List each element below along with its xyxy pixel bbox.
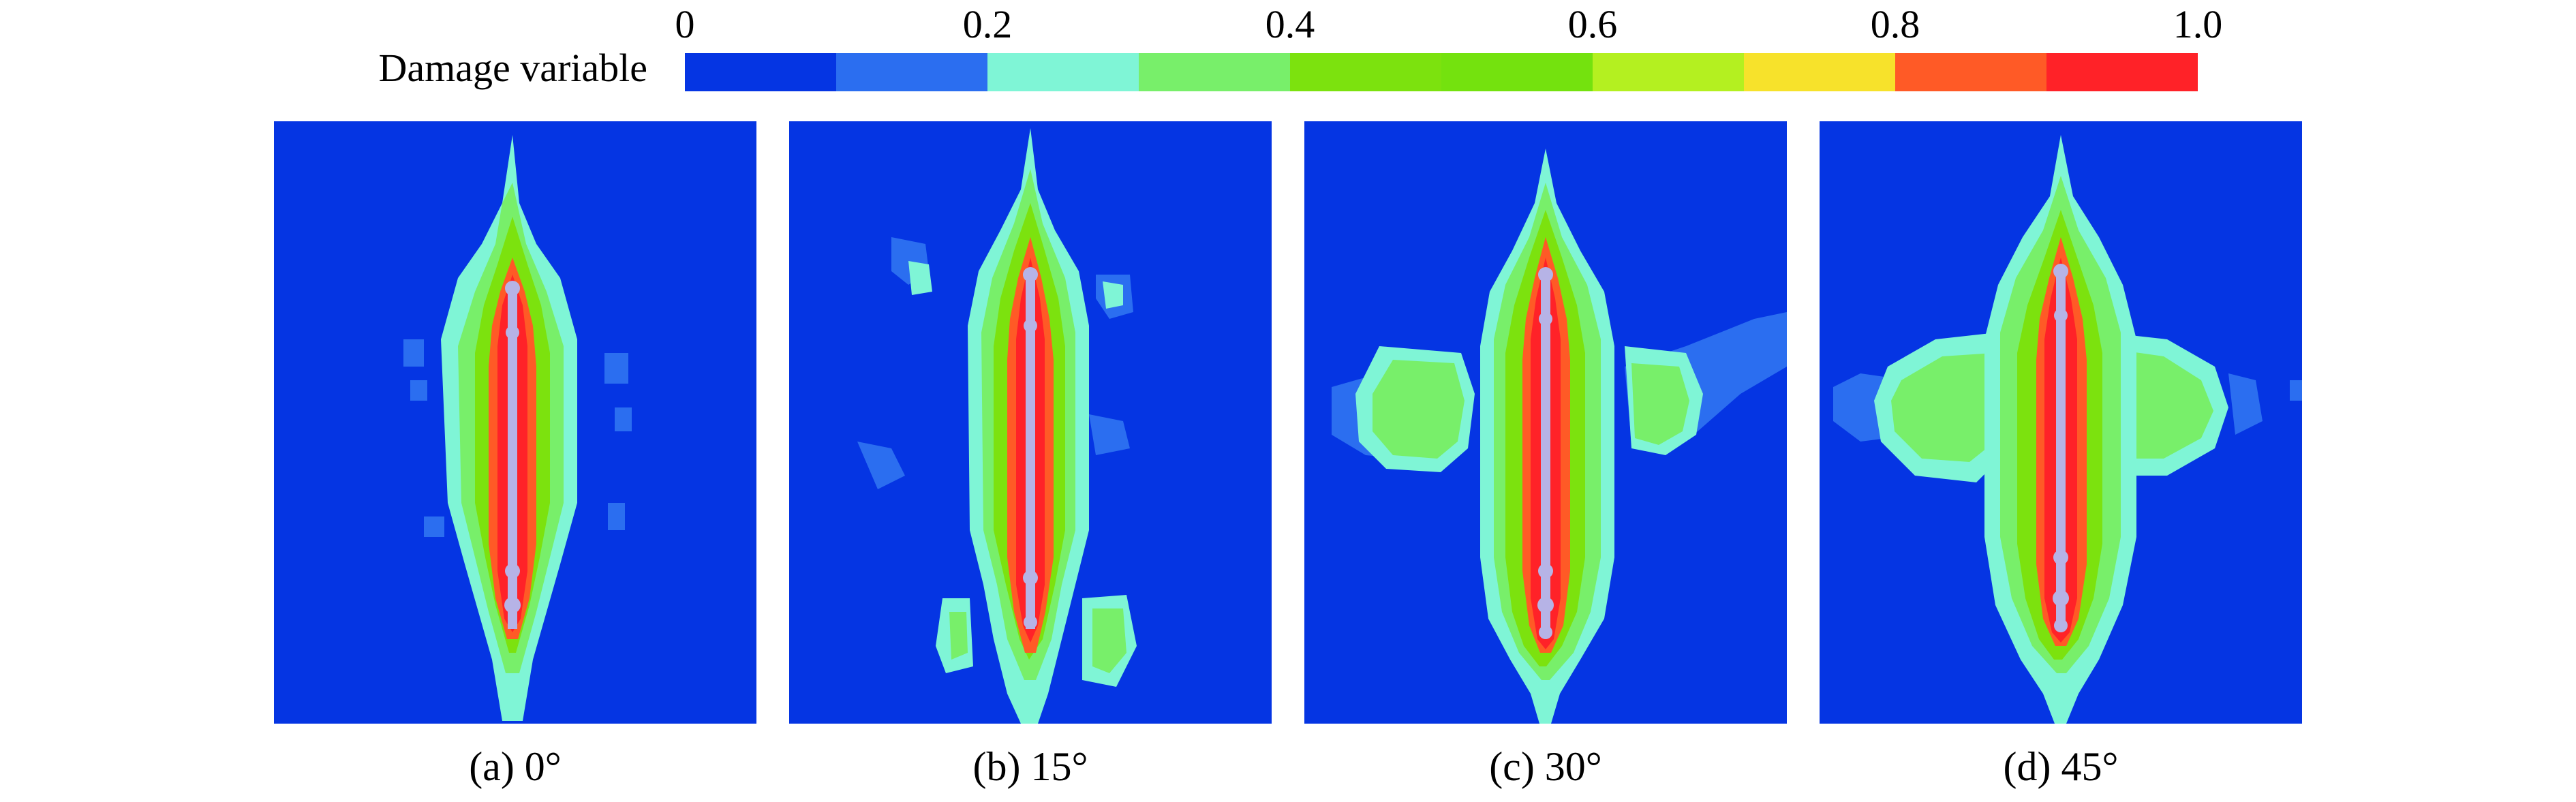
colorbar-tick-label: 0.6 [1567, 2, 1618, 46]
colorbar-tick-label: 1.0 [2173, 2, 2223, 46]
colorbar-tick-label: 0.2 [962, 2, 1013, 46]
colorbar-segment [2046, 53, 2198, 91]
crack-line [2053, 264, 2069, 632]
damage-map-15deg [789, 121, 1272, 724]
colorbar-segment [1139, 53, 1290, 91]
scattered-damage-patches [403, 339, 632, 537]
colorbar-segment [1593, 53, 1744, 91]
panel-caption-a: (a) 0° [469, 744, 562, 789]
crack-line [1537, 267, 1554, 639]
damage-map-0deg [274, 121, 756, 724]
colorbar-segment [1290, 53, 1441, 91]
colorbar-tick-label: 0 [675, 2, 695, 46]
colorbar-segment [1744, 53, 1895, 91]
colorbar-tick-label: 0.8 [1870, 2, 1920, 46]
colorbar-segment [1895, 53, 2046, 91]
colorbar-segment [987, 53, 1139, 91]
panel-caption-c: (c) 30° [1489, 744, 1602, 789]
damage-colorbar [685, 53, 2198, 91]
colorbar-segment [836, 53, 987, 91]
lateral-damage-bands [1332, 312, 1787, 472]
colorbar-tick-label: 0.4 [1265, 2, 1315, 46]
damage-map-30deg [1304, 121, 1787, 724]
crack-line [504, 281, 521, 629]
panel-caption-d: (d) 45° [2003, 744, 2119, 789]
legend-title: Damage variable [378, 46, 647, 90]
panel-caption-b: (b) 15° [972, 744, 1088, 789]
crack-line [1023, 267, 1038, 629]
colorbar-segment [685, 53, 836, 91]
damage-map-45deg [1820, 121, 2302, 724]
scattered-damage-patches [857, 237, 1137, 687]
colorbar-segment [1441, 53, 1593, 91]
